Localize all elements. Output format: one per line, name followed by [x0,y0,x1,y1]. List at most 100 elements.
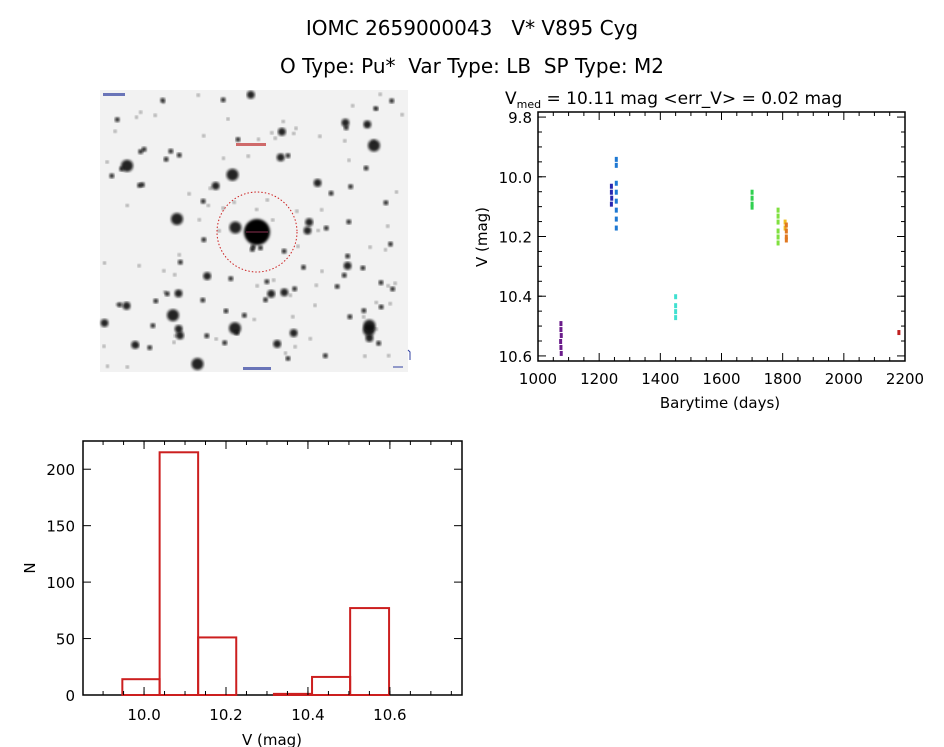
star [232,200,236,204]
data-point [610,195,614,201]
x-tick-label: 10.6 [373,706,406,724]
x-tick-label: 1200 [580,370,618,388]
y-tick-label: 50 [56,631,75,649]
star [343,139,347,143]
data-point [750,201,754,207]
star [318,134,322,138]
star [204,333,210,339]
data-point [750,189,754,195]
star [322,353,328,359]
star [371,139,375,143]
star [162,269,166,273]
x-tick-label: 1800 [764,370,802,388]
star [211,181,220,190]
star [387,354,391,358]
star [229,221,242,234]
star [167,309,179,322]
star [320,208,324,212]
star [303,226,312,235]
star [125,365,129,369]
star [313,178,322,187]
star [305,218,314,227]
star [256,137,261,141]
star [363,319,376,332]
star [389,98,395,104]
data-point [776,240,780,246]
data-point [559,350,563,356]
data-point [559,333,563,339]
x-tick-label: 2000 [825,370,863,388]
star [289,329,298,337]
star [285,153,291,159]
star [264,279,270,285]
star [234,330,240,336]
star [102,261,107,265]
star [235,137,241,142]
star [174,325,183,333]
star [345,253,351,259]
star [323,225,329,231]
star [351,104,355,108]
star [301,264,306,270]
star [100,319,109,327]
aperture-circle [216,191,298,273]
image-label-mark [103,93,125,96]
star [105,364,110,368]
star [313,303,317,307]
star [277,127,286,136]
star [388,302,392,306]
data-point [614,207,618,213]
star [246,90,255,99]
data-point [897,330,901,336]
star [223,308,229,314]
star [281,119,285,124]
data-point [614,189,618,195]
star [308,337,312,341]
y-tick-label: 10.0 [499,169,532,187]
star [363,354,367,358]
star [374,300,378,305]
plot-title: Vmed = 10.11 mag <err_V> = 0.02 mag [505,89,842,111]
star [222,340,228,346]
star [346,219,352,225]
y-tick-label: 150 [46,518,75,536]
star [137,182,142,188]
star [217,229,221,233]
star [334,284,340,289]
star [365,334,374,342]
star [131,340,140,349]
star [176,331,184,340]
star [176,152,182,158]
star [153,113,157,117]
star [400,113,404,117]
data-point [750,204,754,210]
data-point [609,189,613,195]
data-point [614,198,618,204]
data-point [783,225,787,231]
star [173,273,177,277]
star [150,323,156,329]
histogram-bar [158,451,200,696]
data-point [776,234,780,240]
y-axis-label: V (mag) [473,207,491,267]
x-axis-label: V (mag) [242,731,302,747]
data-point [783,219,787,225]
star [394,190,399,194]
title-subscript: med [517,98,541,111]
star [172,340,176,344]
star [114,117,120,123]
data-point [776,228,780,234]
target-label-mark [236,143,266,146]
star [121,159,134,172]
star [255,284,259,288]
star [267,289,276,298]
star [258,245,263,251]
histogram-bar [197,636,238,697]
histogram-bar [349,607,391,697]
data-point [609,183,613,189]
star [272,278,276,282]
y-axis-label: N [21,562,39,573]
star [206,203,210,208]
